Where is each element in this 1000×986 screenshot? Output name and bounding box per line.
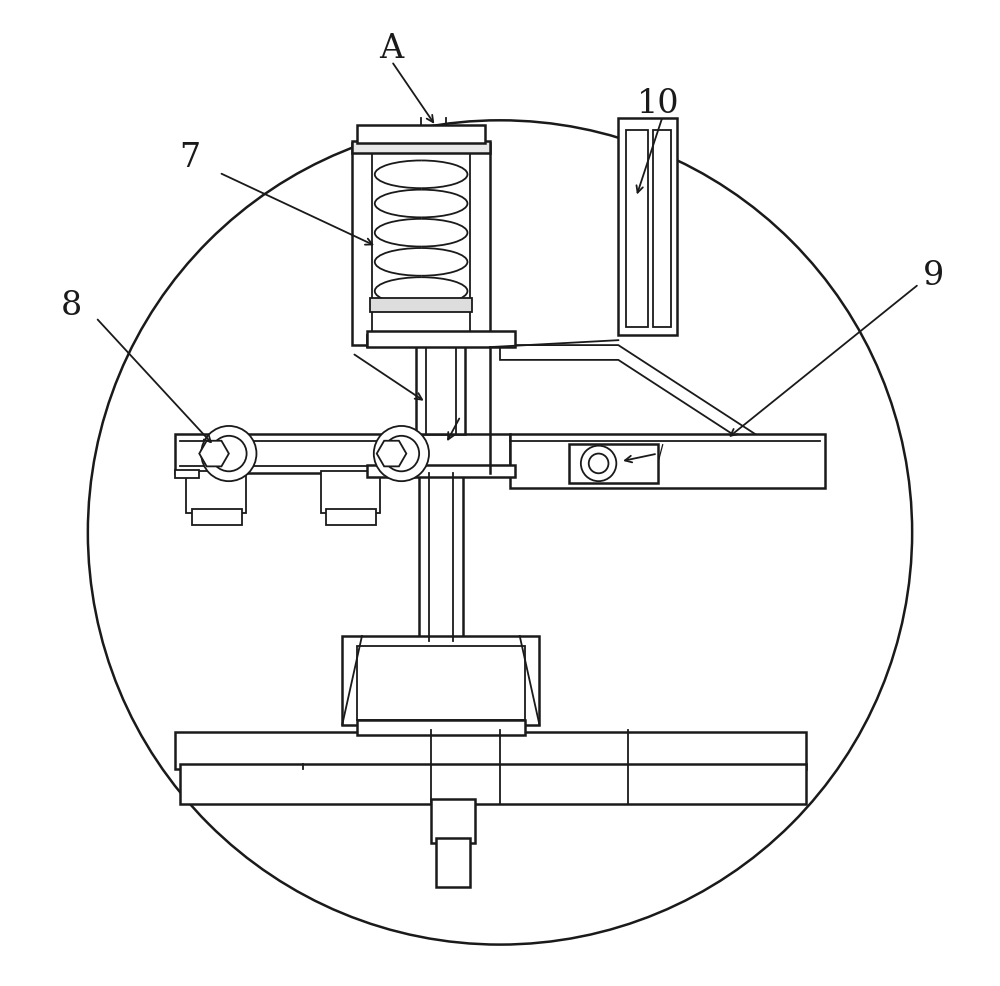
Circle shape (88, 120, 912, 945)
Bar (192, 509, 242, 525)
Bar (175, 434, 392, 473)
Bar (367, 331, 515, 347)
Circle shape (211, 436, 247, 471)
Bar (367, 335, 475, 347)
Bar (357, 125, 485, 143)
Bar (357, 646, 525, 720)
Polygon shape (500, 345, 816, 488)
Bar (653, 130, 671, 327)
Text: 8: 8 (60, 290, 82, 321)
Bar (392, 434, 510, 473)
Bar (180, 764, 806, 804)
Bar (352, 143, 490, 345)
Bar (342, 636, 539, 725)
Bar (186, 471, 246, 513)
Bar (618, 118, 677, 335)
Circle shape (374, 426, 429, 481)
Bar (431, 799, 475, 843)
Text: 7: 7 (179, 142, 200, 174)
Bar (175, 732, 806, 769)
Bar (357, 720, 525, 735)
Bar (175, 470, 199, 478)
Bar (367, 465, 515, 477)
Bar (321, 471, 380, 513)
Text: A: A (379, 34, 404, 65)
Bar (436, 838, 470, 887)
Bar (352, 141, 490, 153)
Bar (416, 340, 465, 434)
Bar (569, 444, 658, 483)
Bar (370, 298, 472, 312)
Circle shape (201, 426, 256, 481)
Bar (326, 509, 376, 525)
Circle shape (589, 454, 608, 473)
Circle shape (581, 446, 616, 481)
Bar (626, 130, 648, 327)
Bar (419, 468, 463, 641)
Circle shape (384, 436, 419, 471)
Text: 9: 9 (923, 260, 944, 292)
Text: 10: 10 (636, 88, 679, 119)
Bar (510, 434, 825, 488)
